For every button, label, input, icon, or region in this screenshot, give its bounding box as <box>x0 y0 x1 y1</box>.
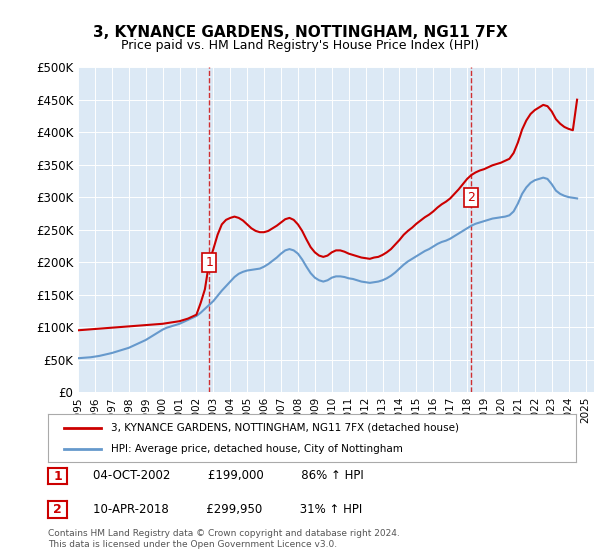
Text: 2: 2 <box>53 503 62 516</box>
Text: 10-APR-2018          £299,950          31% ↑ HPI: 10-APR-2018 £299,950 31% ↑ HPI <box>78 503 362 516</box>
Text: HPI: Average price, detached house, City of Nottingham: HPI: Average price, detached house, City… <box>112 444 403 454</box>
Text: 2: 2 <box>467 190 475 204</box>
Text: 1: 1 <box>53 469 62 483</box>
Text: 1: 1 <box>205 256 213 269</box>
Text: 3, KYNANCE GARDENS, NOTTINGHAM, NG11 7FX: 3, KYNANCE GARDENS, NOTTINGHAM, NG11 7FX <box>92 25 508 40</box>
Text: Contains HM Land Registry data © Crown copyright and database right 2024.
This d: Contains HM Land Registry data © Crown c… <box>48 529 400 549</box>
Text: 3, KYNANCE GARDENS, NOTTINGHAM, NG11 7FX (detached house): 3, KYNANCE GARDENS, NOTTINGHAM, NG11 7FX… <box>112 423 460 433</box>
Text: 04-OCT-2002          £199,000          86% ↑ HPI: 04-OCT-2002 £199,000 86% ↑ HPI <box>78 469 364 483</box>
Text: Price paid vs. HM Land Registry's House Price Index (HPI): Price paid vs. HM Land Registry's House … <box>121 39 479 52</box>
